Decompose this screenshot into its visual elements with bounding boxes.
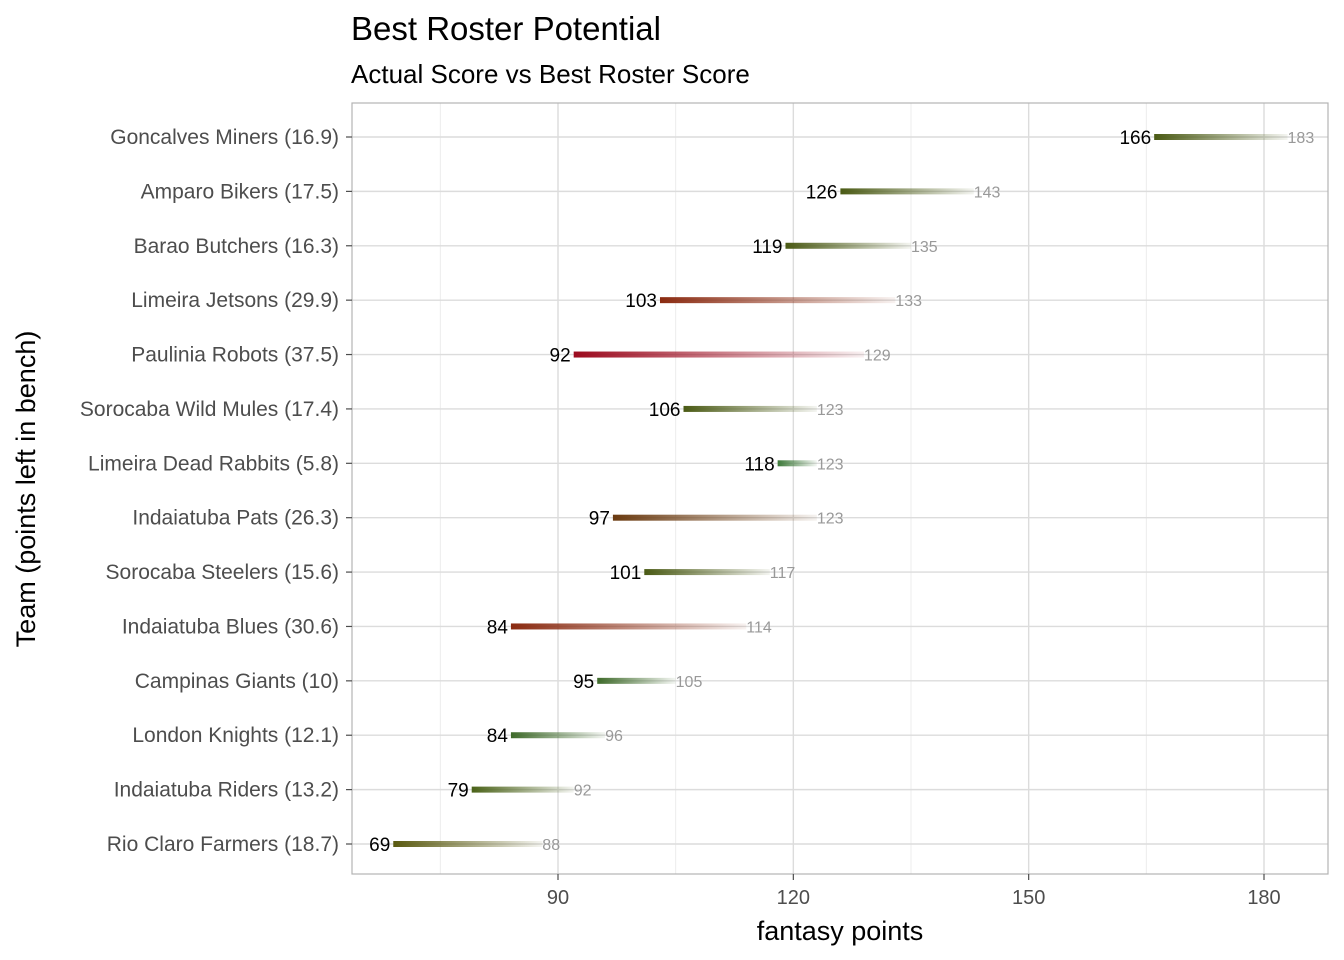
actual-score-label: 95	[573, 672, 594, 693]
best-score-label: 105	[676, 674, 703, 691]
team-label: Sorocaba Steelers (15.6)	[106, 561, 339, 584]
plot-panel-border	[351, 102, 1329, 875]
x-tick-label: 90	[547, 887, 569, 909]
best-score-label: 123	[817, 511, 844, 528]
actual-score-label: 106	[649, 400, 681, 421]
score-bar	[471, 786, 574, 793]
actual-score-label: 84	[487, 726, 509, 747]
actual-score-label: 69	[369, 835, 390, 856]
labels-layer: 166 183 126 143 119 135 103 133 92 129 106 123 118 12…	[369, 128, 1314, 856]
x-axis: 90 120 150 180	[547, 874, 1281, 909]
best-score-label: 133	[895, 293, 922, 310]
team-label: Paulinia Robots (37.5)	[131, 344, 339, 367]
team-label: Amparo Bikers (17.5)	[141, 180, 339, 203]
x-axis-title: fantasy points	[757, 916, 924, 946]
team-label: Barao Butchers (16.3)	[134, 235, 339, 258]
best-score-label: 117	[770, 565, 796, 582]
actual-score-label: 166	[1119, 128, 1151, 149]
score-bar	[777, 460, 817, 467]
score-bar	[510, 732, 606, 739]
best-score-label: 123	[817, 402, 844, 419]
best-score-label: 92	[574, 783, 592, 800]
actual-score-label: 101	[610, 563, 642, 584]
y-axis: Goncalves Miners (16.9) Amparo Bikers (17…	[80, 126, 352, 856]
score-bar	[840, 188, 974, 195]
best-score-label: 135	[911, 239, 938, 256]
actual-score-label: 126	[806, 182, 838, 203]
actual-score-label: 84	[487, 617, 509, 638]
y-axis-title: Team (points left in bench)	[11, 331, 41, 648]
chart-subtitle: Actual Score vs Best Roster Score	[351, 59, 750, 89]
grid-lines	[352, 103, 1328, 874]
team-label: Limeira Jetsons (29.9)	[131, 289, 339, 312]
actual-score-label: 97	[589, 509, 610, 530]
team-label: Limeira Dead Rabbits (5.8)	[88, 452, 339, 475]
best-score-label: 114	[746, 619, 772, 636]
actual-score-label: 119	[752, 237, 782, 258]
x-tick-label: 180	[1247, 887, 1280, 909]
x-tick-label: 120	[777, 887, 810, 909]
actual-score-label: 92	[550, 346, 571, 367]
score-bar	[510, 623, 747, 630]
best-score-label: 123	[817, 456, 844, 473]
x-tick-label: 150	[1012, 887, 1045, 909]
actual-score-label: 118	[744, 454, 774, 475]
team-label: Indaiatuba Pats (26.3)	[132, 507, 339, 530]
team-label: Goncalves Miners (16.9)	[110, 126, 339, 149]
best-score-label: 96	[605, 728, 623, 745]
score-bar	[612, 514, 817, 521]
team-label: London Knights (12.1)	[132, 724, 339, 747]
team-label: Sorocaba Wild Mules (17.4)	[80, 398, 339, 421]
score-bar	[683, 405, 817, 412]
team-label: Indaiatuba Blues (30.6)	[122, 615, 339, 638]
score-bar	[785, 242, 911, 249]
score-bar	[659, 297, 896, 304]
best-score-label: 88	[542, 837, 560, 854]
team-label: Campinas Giants (10)	[135, 670, 339, 693]
actual-score-label: 79	[448, 781, 469, 802]
best-score-label: 183	[1288, 130, 1315, 147]
team-label: Rio Claro Farmers (18.7)	[107, 833, 339, 856]
score-bar	[573, 351, 864, 358]
team-label: Indaiatuba Riders (13.2)	[114, 779, 339, 802]
score-bar	[393, 841, 543, 847]
chart-title: Best Roster Potential	[351, 10, 661, 47]
bars-layer	[393, 134, 1288, 847]
best-score-label: 143	[974, 184, 1001, 201]
score-bar	[644, 569, 770, 576]
score-bar	[1154, 134, 1288, 140]
best-score-label: 129	[864, 348, 891, 365]
actual-score-label: 103	[625, 291, 657, 312]
score-bar	[597, 677, 676, 684]
